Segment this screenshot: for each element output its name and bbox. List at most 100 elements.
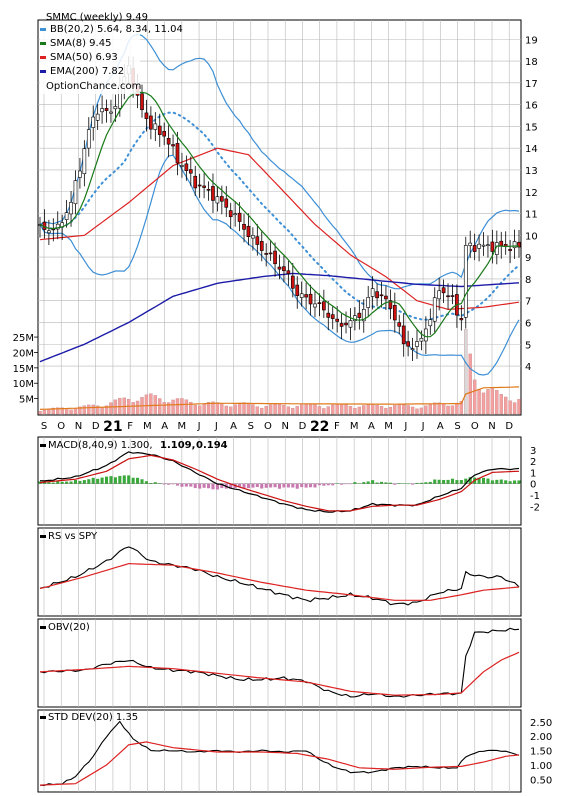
rs-line [39, 546, 520, 606]
volume-bar [477, 389, 481, 415]
price-y-tick: 4 [525, 362, 531, 373]
volume-bar [397, 404, 401, 415]
volume-bar [64, 408, 69, 415]
macd-histogram-bar [477, 477, 481, 484]
macd-histogram-bar [42, 482, 46, 484]
candle-body [450, 295, 455, 297]
volume-bar [291, 408, 295, 415]
x-tick-label: D [299, 421, 307, 432]
volume-bar [299, 404, 304, 415]
candle-body [472, 245, 477, 252]
macd-histogram-bar [433, 479, 437, 484]
macd-signal-line [39, 454, 520, 512]
volume-bar [308, 403, 313, 415]
candle-body [370, 288, 375, 297]
macd-histogram-bar [122, 475, 126, 484]
macd-histogram-bar [193, 483, 197, 489]
volume-bar [481, 392, 486, 415]
candle-body [237, 212, 242, 222]
price-y-tick: 11 [525, 210, 538, 221]
candle-body [273, 250, 277, 265]
macd-histogram-bar [65, 481, 69, 484]
legend-swatch-sma50 [40, 56, 46, 59]
volume-bar [455, 402, 459, 415]
candle-body [406, 341, 410, 347]
macd-histogram-bar [326, 483, 330, 486]
volume-bar [224, 405, 228, 415]
price-y-tick: 14 [525, 144, 538, 155]
volume-bar [348, 406, 353, 415]
volume-bar [419, 407, 424, 415]
candle-body [313, 303, 317, 308]
volume-bar [109, 402, 113, 415]
macd-histogram-bar [171, 483, 175, 485]
rs-legend-label: RS vs SPY [48, 531, 98, 542]
candle-body [264, 253, 269, 255]
candle-body [206, 188, 211, 191]
macd-histogram-bar [317, 483, 321, 486]
x-tick-label: N [75, 421, 82, 432]
volume-bar [317, 406, 322, 415]
macd-histogram-bar [73, 479, 78, 484]
candle-body [508, 249, 512, 251]
volume-bar [441, 403, 446, 415]
macd-histogram-bar [499, 479, 503, 484]
rs-average-line [39, 562, 520, 601]
candle-body [397, 322, 402, 327]
candle-body [392, 305, 397, 321]
macd-histogram-bar [313, 483, 317, 488]
volume-bar [215, 402, 220, 415]
price-legend: SMMC (weekly) 9.49 BB(20,2) 5.64, 8.34, … [40, 12, 183, 94]
candle-body [446, 295, 450, 298]
macd-histogram-bar [184, 483, 188, 487]
macd-legend-main: MACD(8,40,9) 1.300, [48, 440, 153, 451]
macd-histogram-bar [251, 483, 255, 488]
candle-body [317, 302, 322, 304]
macd-histogram-bar [517, 480, 521, 484]
candle-body [144, 112, 149, 119]
volume-bar [166, 402, 171, 415]
candle-body [166, 138, 171, 145]
volume-bar [295, 406, 299, 415]
candle-body [175, 143, 180, 164]
volume-bar [393, 405, 397, 415]
macd-histogram-bar [415, 482, 419, 484]
candle-body [299, 293, 304, 298]
candle-body [499, 240, 504, 246]
stddev-y-tick: 2.50 [530, 718, 552, 729]
macd-histogram-bar [78, 480, 82, 484]
volume-bar [131, 402, 135, 415]
macd-histogram-bar [69, 481, 73, 484]
macd-histogram-bar [282, 483, 286, 488]
volume-bar [251, 404, 255, 415]
volume-bar [437, 402, 441, 415]
macd-histogram-bar [206, 483, 211, 489]
bb-middle-line [39, 111, 520, 321]
macd-histogram-bar [322, 483, 326, 486]
volume-y-tick: 20M [13, 348, 34, 359]
volume-bar [197, 405, 202, 415]
x-tick-label: N [488, 421, 495, 432]
macd-histogram-bar [51, 482, 55, 484]
x-tick-label: 22 [310, 419, 329, 435]
volume-bar [273, 403, 277, 415]
x-tick-label: S [41, 421, 47, 432]
macd-legend-signal: 1.109, [160, 440, 195, 451]
candle-body [286, 270, 291, 274]
volume-bar [175, 398, 180, 415]
macd-histogram-bar [309, 483, 313, 488]
candle-body [259, 241, 264, 251]
macd-histogram-bar [198, 483, 202, 489]
candle-body [171, 144, 175, 147]
volume-bar [87, 404, 91, 415]
volume-y-tick: 15M [13, 364, 34, 375]
macd-histogram-bar [127, 475, 131, 484]
candle-body [78, 170, 82, 178]
volume-bar [100, 407, 104, 415]
macd-histogram-bar [260, 483, 264, 489]
volume-bar [229, 406, 233, 415]
volume-bar [171, 399, 175, 415]
candle-body [246, 225, 251, 237]
candle-body [459, 318, 464, 321]
candle-body [202, 185, 206, 188]
